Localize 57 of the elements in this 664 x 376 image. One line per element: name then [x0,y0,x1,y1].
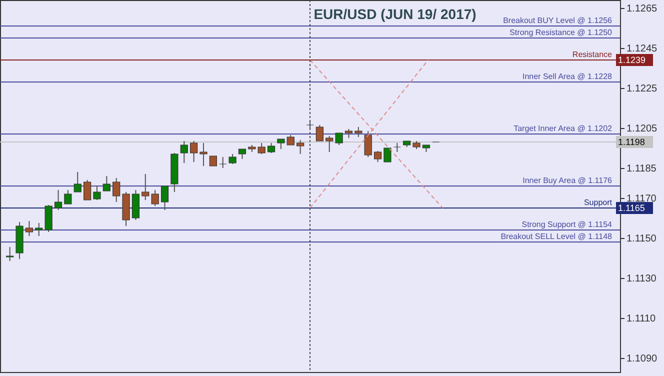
y-tick-label: 1.1225 [626,84,658,94]
y-tick-label: 1.1130 [626,274,657,284]
chart-title: EUR/USD (JUN 19/ 2017) [314,6,476,22]
candlestick [160,186,169,210]
candlestick [374,150,382,162]
y-tick-label: 1.1205 [626,124,658,134]
candlestick [238,148,246,160]
candlestick [132,190,140,220]
annotation: 1.1198 [618,137,645,147]
candlestick [335,132,343,146]
y-tick-label: 1.1245 [626,44,658,54]
ref-line-label: Target Inner Area @ 1.1202 [514,124,613,133]
candlestick [6,246,14,262]
candlestick [316,124,324,142]
candlestick [112,178,120,202]
candlestick [364,130,372,158]
candlestick [326,136,334,152]
candlestick [209,156,217,166]
annotation: 1.1165 [618,203,645,213]
candlestick [142,174,150,200]
candlestick [102,176,110,192]
candlestick [74,172,82,192]
candlestick [267,142,276,154]
candlestick [151,190,159,206]
ref-line-label: Inner Sell Area @ 1.1228 [522,72,613,81]
ref-line-label: Breakout BUY Level @ 1.1256 [503,16,613,25]
candlestick [44,204,52,232]
y-tick-label: 1.1110 [626,314,656,324]
y-tick-label: 1.1170 [626,194,657,204]
y-tick-label: 1.1185 [626,164,657,174]
candlestick [200,142,208,166]
candlestick [228,154,236,164]
ref-line-label: Resistance [572,50,613,59]
candlestick [54,190,62,210]
candlestick [219,156,227,168]
candlestick [93,186,101,200]
y-tick-label: 1.1265 [626,4,658,14]
candlestick [354,126,362,138]
ref-line-label: Inner Buy Area @ 1.1176 [522,176,613,185]
candlestick [277,138,285,150]
ref-line-label: Breakout SELL Level @ 1.1148 [500,232,613,241]
ref-line-label: Support [584,198,613,207]
y-tick-label: 1.1150 [626,234,657,244]
candlestick [84,180,92,200]
candlestick [286,134,294,146]
y-tick-label: 1.1090 [626,354,658,364]
candlestick [25,220,34,236]
ref-line-label: Strong Support @ 1.1154 [522,220,613,229]
candlestick [296,140,304,154]
candlestick [64,190,72,204]
candlestick [258,142,266,154]
candlestick [190,140,198,162]
candlestick [35,222,43,236]
ref-line-label: Strong Resistance @ 1.1250 [510,28,613,37]
annotation: 1.1239 [618,55,646,65]
candlestick [180,140,188,164]
candlestick [384,148,392,162]
